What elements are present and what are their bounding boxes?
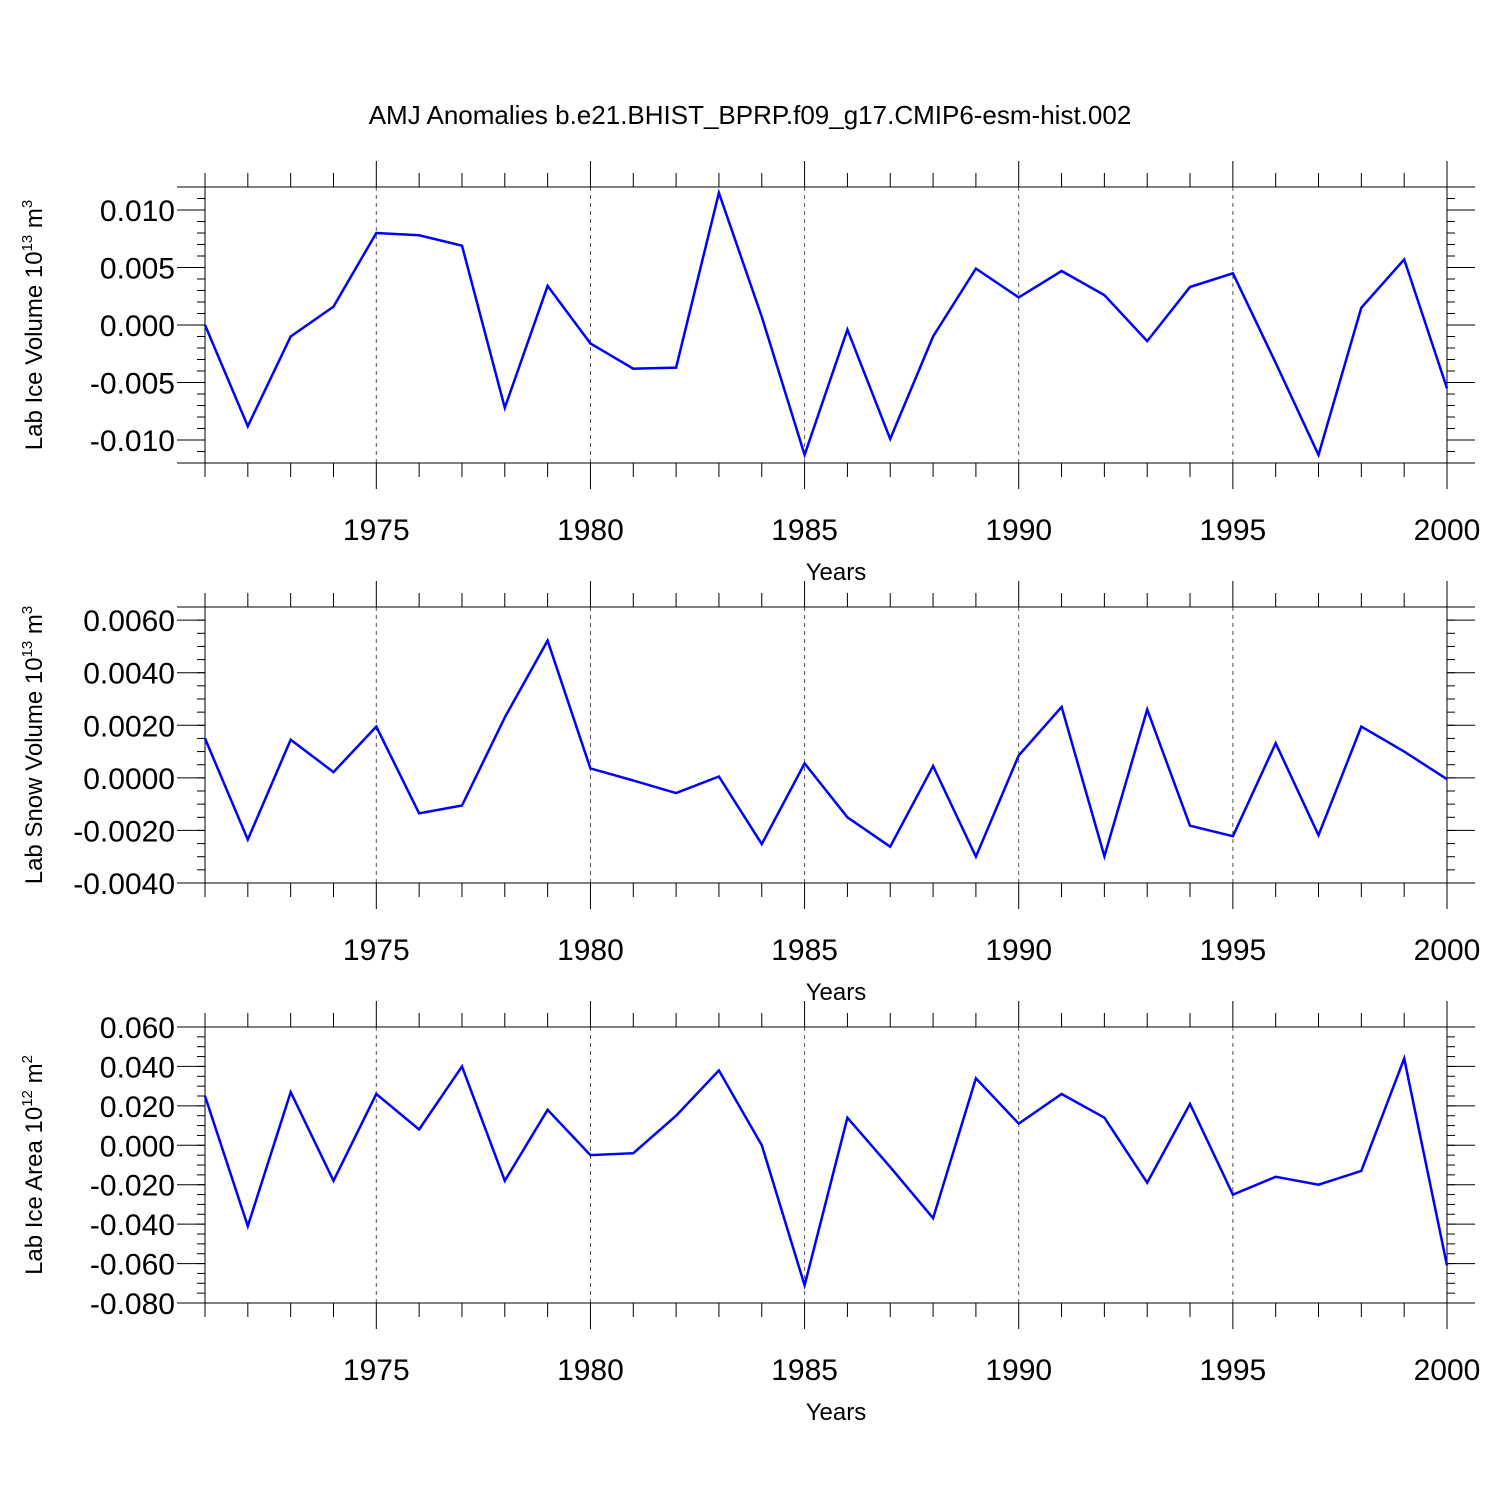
y-axis-title: Lab Snow Volume 1013 m3 [19, 606, 48, 885]
figure-title: AMJ Anomalies b.e21.BHIST_BPRP.f09_g17.C… [369, 100, 1132, 130]
y-tick-label: -0.005 [90, 368, 175, 401]
x-tick-label: 1990 [985, 1354, 1052, 1387]
x-tick-label: 2000 [1414, 1354, 1481, 1387]
y-tick-label: -0.0020 [73, 815, 175, 848]
x-tick-label: 1980 [557, 934, 624, 967]
x-tick-label: 2000 [1414, 934, 1481, 967]
x-tick-label: 1975 [343, 934, 410, 967]
y-tick-label: 0.000 [100, 1130, 175, 1163]
x-axis-title: Years [806, 1399, 867, 1426]
x-axis-title: Years [806, 559, 867, 586]
y-axis-title: Lab Ice Volume 1013 m3 [19, 200, 48, 451]
y-tick-label: 0.005 [100, 253, 175, 286]
y-tick-label: 0.060 [100, 1012, 175, 1045]
y-tick-label: 0.0020 [83, 710, 175, 743]
series-line [203, 1054, 1449, 1290]
y-tick-label: 0.0040 [83, 658, 175, 691]
y-tick-label: -0.080 [90, 1288, 175, 1321]
x-tick-label: 1985 [771, 1354, 838, 1387]
panel-lab-snow-volume: -0.0040 -0.0020 0.0000 0.0020 0.0040 0.0060 19… [19, 581, 1480, 1006]
y-tick-label: -0.020 [90, 1170, 175, 1203]
x-tick-label: 1975 [343, 1354, 410, 1387]
y-tick-label: 0.020 [100, 1091, 175, 1124]
x-tick-label: 1975 [343, 514, 410, 547]
x-tick-label: 1990 [985, 514, 1052, 547]
x-tick-label: 1980 [557, 1354, 624, 1387]
panel-lab-ice-area: -0.080 -0.060 -0.040 -0.020 0.000 0.020 0.040 0… [19, 1001, 1480, 1426]
y-tick-label: 0.0000 [83, 763, 175, 796]
x-tick-label: 1995 [1199, 934, 1266, 967]
y-tick-label: -0.040 [90, 1209, 175, 1242]
y-tick-label: -0.0040 [73, 868, 175, 901]
y-tick-label: 0.010 [100, 195, 175, 228]
series-line [203, 188, 1449, 459]
panel-lab-ice-volume: -0.010 -0.005 0.000 0.005 0.010 1975 1980 1985 1… [19, 161, 1480, 586]
y-axis-title: Lab Ice Area 1012 m2 [19, 1055, 48, 1275]
x-tick-label: 1995 [1199, 514, 1266, 547]
series-line [203, 637, 1448, 861]
y-tick-label: 0.0060 [83, 605, 175, 638]
y-tick-label: 0.000 [100, 310, 175, 343]
x-axis-title: Years [806, 979, 867, 1006]
y-tick-label: -0.060 [90, 1249, 175, 1282]
x-tick-label: 2000 [1414, 514, 1481, 547]
y-tick-label: -0.010 [90, 425, 175, 458]
y-tick-label: 0.040 [100, 1051, 175, 1084]
x-tick-label: 1980 [557, 514, 624, 547]
x-tick-label: 1985 [771, 514, 838, 547]
x-tick-label: 1990 [985, 934, 1052, 967]
x-tick-label: 1985 [771, 934, 838, 967]
x-tick-label: 1995 [1199, 1354, 1266, 1387]
